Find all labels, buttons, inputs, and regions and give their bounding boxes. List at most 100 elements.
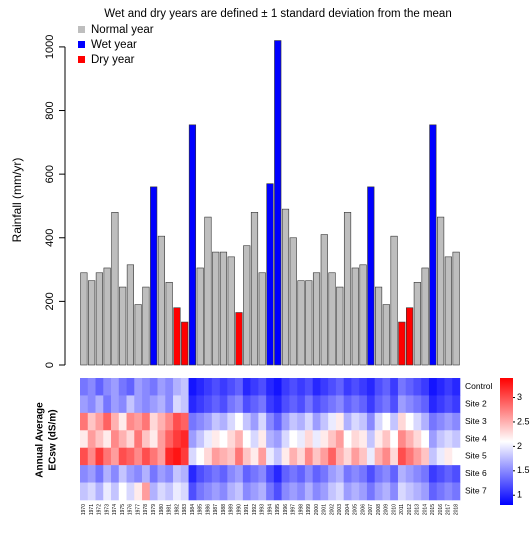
- heatmap-cell: [111, 482, 120, 501]
- bar: [320, 234, 328, 366]
- bar: [305, 280, 313, 366]
- heatmap-cell: [366, 447, 375, 466]
- heatmap-cell: [444, 412, 453, 431]
- heatmap-cell: [142, 482, 151, 501]
- heatmap-cell: [180, 482, 189, 501]
- heatmap-cell: [413, 395, 422, 414]
- heatmap-cell: [351, 482, 360, 501]
- heatmap-cell: [366, 412, 375, 431]
- heatmap-cell: [444, 395, 453, 414]
- x-tick-label: 1996: [283, 504, 289, 515]
- heatmap-cell: [436, 482, 445, 501]
- bar: [173, 307, 181, 366]
- heatmap-cell: [343, 465, 352, 483]
- heatmap-cell: [196, 430, 205, 449]
- heatmap-cell: [328, 447, 337, 466]
- heatmap-cell: [235, 447, 244, 466]
- bar: [250, 212, 259, 366]
- bar: [258, 272, 266, 366]
- heatmap-cell: [428, 395, 438, 414]
- heatmap-cell: [219, 412, 228, 431]
- heatmap-cell: [173, 482, 182, 501]
- x-tick-label: 1973: [104, 504, 110, 515]
- heatmap-cell: [149, 482, 158, 501]
- bar: [421, 267, 429, 366]
- heatmap-cell: [273, 465, 282, 483]
- colorbar-tick-label: 1: [517, 490, 522, 500]
- heatmap-cell: [126, 447, 135, 466]
- heatmap-cell: [405, 465, 414, 483]
- heatmap-cell: [421, 412, 430, 431]
- heatmap-cell: [157, 412, 166, 431]
- heatmap-cell: [397, 395, 407, 414]
- heatmap-cell: [382, 378, 391, 396]
- heatmap-cell: [335, 447, 344, 466]
- heatmap-cell: [297, 395, 306, 414]
- heatmap-cell: [444, 430, 453, 449]
- x-tick-label: 2017: [446, 504, 452, 515]
- bar: [181, 321, 189, 366]
- heatmap-cell: [242, 465, 251, 483]
- heatmap-cell: [335, 482, 344, 501]
- heatmap-cell: [87, 482, 96, 501]
- x-tick-label: 1971: [89, 504, 95, 515]
- heatmap-cell: [188, 378, 197, 396]
- heatmap-cell: [436, 412, 445, 431]
- bar: [312, 272, 321, 366]
- x-tick-label: 2001: [322, 504, 328, 515]
- heatmap-cell: [444, 465, 453, 483]
- heatmap-cell: [149, 378, 158, 396]
- bar: [88, 280, 96, 366]
- heatmap-cell: [142, 447, 151, 466]
- heatmap-cell: [87, 430, 96, 449]
- legend-label: Dry year: [91, 54, 135, 66]
- row-label: Site 7: [465, 486, 487, 496]
- heatmap-cell: [188, 395, 197, 414]
- y-axis-title: Rainfall (mm/yr): [10, 158, 24, 243]
- bar: [142, 286, 150, 366]
- heatmap-cell: [242, 395, 251, 414]
- heatmap-cell: [211, 447, 220, 466]
- heatmap-cell: [421, 395, 430, 414]
- heatmap-cell: [134, 465, 143, 483]
- heatmap-cell: [266, 465, 275, 483]
- heatmap-cell: [250, 465, 259, 483]
- heatmap-cell: [111, 412, 120, 431]
- bar: [134, 304, 142, 366]
- heatmap-cell: [359, 482, 368, 501]
- heatmap-cell: [382, 412, 391, 431]
- x-tick-label: 1986: [205, 504, 211, 515]
- heatmap-cell: [242, 430, 251, 449]
- x-tick-label: 2008: [376, 504, 382, 515]
- heatmap-cell: [320, 412, 329, 431]
- heatmap-cell: [343, 395, 352, 414]
- heatmap-cell: [87, 378, 96, 396]
- heatmap-cell: [235, 395, 244, 414]
- heatmap-cell: [165, 465, 174, 483]
- heatmap-cell: [242, 447, 251, 466]
- heatmap-cell: [297, 378, 306, 396]
- heatmap-cell: [428, 447, 438, 466]
- heatmap-cell: [312, 395, 321, 414]
- heatmap-cell: [157, 447, 166, 466]
- legend-label: Normal year: [91, 24, 154, 36]
- heatmap-cell: [227, 395, 236, 414]
- heatmap-cell: [428, 465, 438, 483]
- bar: [80, 272, 88, 366]
- heatmap-cell: [281, 395, 290, 414]
- x-tick-label: 1995: [275, 504, 281, 515]
- heatmap-cell: [204, 395, 213, 414]
- heatmap-cell: [258, 378, 267, 396]
- y-tick-label: 800: [44, 101, 56, 119]
- bar: [103, 267, 111, 366]
- heatmap-cell: [452, 378, 461, 396]
- x-tick-label: 1979: [151, 504, 157, 515]
- heatmap-cell: [320, 482, 329, 501]
- bar: [336, 286, 344, 366]
- colorbar-tick-label: 2: [517, 441, 522, 451]
- heatmap-cell: [258, 447, 267, 466]
- heatmap-cell: [304, 447, 313, 466]
- heatmap-cell: [289, 412, 298, 431]
- heatmap-cell: [421, 378, 430, 396]
- heatmap-cell: [80, 395, 89, 414]
